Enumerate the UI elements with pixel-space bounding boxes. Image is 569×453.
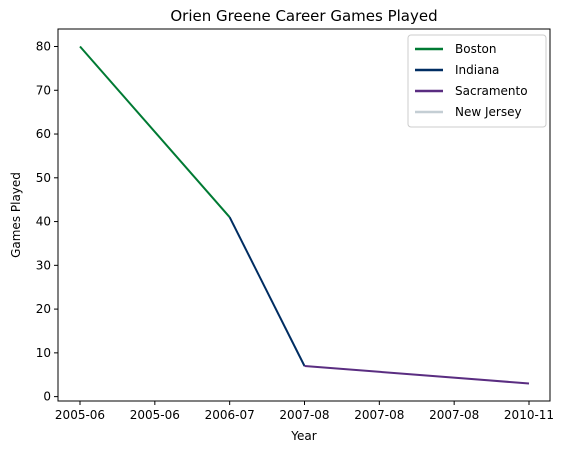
y-tick-label: 70	[36, 83, 51, 97]
chart-title: Orien Greene Career Games Played	[170, 7, 437, 25]
x-axis-label: Year	[290, 429, 316, 443]
legend-label-boston: Boston	[455, 42, 496, 56]
y-tick-label: 0	[43, 390, 51, 404]
legend-label-indiana: Indiana	[455, 63, 499, 77]
y-tick-label: 30	[36, 258, 51, 272]
y-tick-label: 40	[36, 215, 51, 229]
y-tick-label: 60	[36, 127, 51, 141]
y-tick-label: 10	[36, 346, 51, 360]
series-line-sacramento	[304, 364, 530, 385]
y-axis-label: Games Played	[9, 172, 23, 258]
x-tick-label: 2005-06	[55, 408, 105, 422]
y-tick-label: 20	[36, 302, 51, 316]
x-axis: 2005-06 2005-06 2006-07 2007-08 2007-08 2007-…	[55, 401, 554, 422]
x-tick-label: 2005-06	[130, 408, 180, 422]
x-tick-label: 2006-07	[205, 408, 255, 422]
y-tick-label: 80	[36, 40, 51, 54]
legend-label-sacramento: Sacramento	[455, 84, 528, 98]
legend-box	[407, 34, 547, 128]
y-tick-label: 50	[36, 171, 51, 185]
x-tick-label: 2007-08	[429, 408, 479, 422]
series-line-indiana	[228, 216, 306, 367]
x-tick-label: 2007-08	[279, 408, 329, 422]
legend-label-new-jersey: New Jersey	[455, 105, 522, 119]
series-line-boston	[79, 45, 231, 218]
x-tick-label: 2007-08	[354, 408, 404, 422]
plot-area	[79, 45, 530, 385]
y-axis: 0 10 20 30 40 50 60 70 80	[36, 40, 58, 404]
x-tick-label: 2010-11	[504, 408, 554, 422]
legend: Boston Indiana Sacramento New Jersey	[407, 34, 547, 128]
